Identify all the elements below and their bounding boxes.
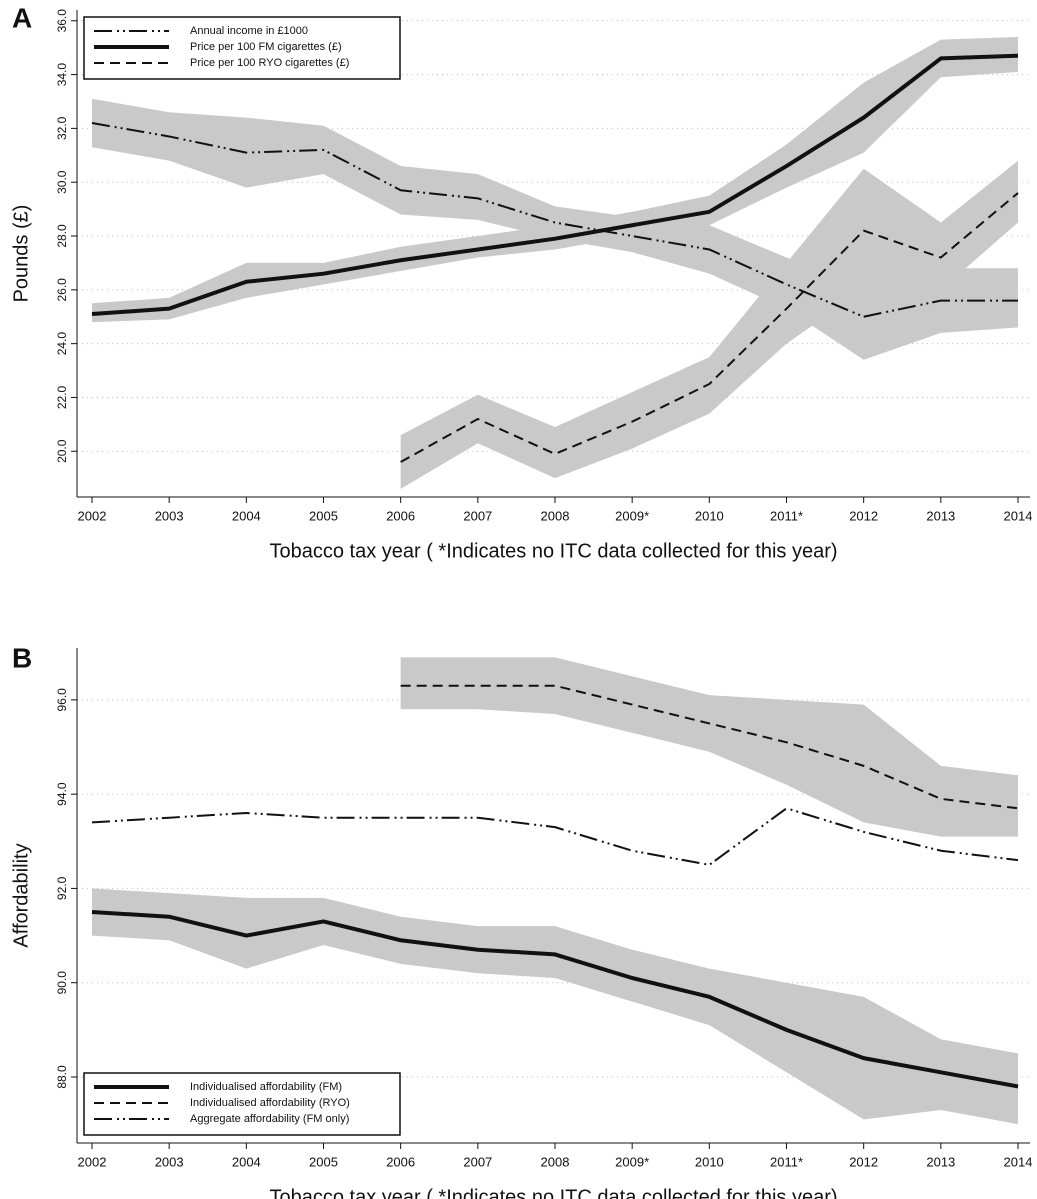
y-tick-label: 96.0 [55, 688, 69, 712]
x-tick-label: 2009* [615, 508, 649, 523]
x-tick-label: 2004 [232, 508, 261, 523]
x-tick-label: 2008 [541, 508, 570, 523]
x-tick-label: 2006 [386, 1154, 415, 1169]
x-tick-label: 2005 [309, 508, 338, 523]
x-tick-label: 2013 [926, 1154, 955, 1169]
series-line [91, 53, 1019, 317]
y-tick-label: 32.0 [55, 116, 69, 140]
x-tick-label: 2002 [78, 508, 107, 523]
y-tick-label: 28.0 [55, 224, 69, 248]
y-tick-label: 90.0 [55, 971, 69, 995]
legend-label: Individualised affordability (FM) [190, 1081, 342, 1093]
panel-label: A [12, 2, 32, 33]
x-tick-label: 2012 [849, 508, 878, 523]
legend-label: Price per 100 RYO cigarettes (£) [190, 57, 349, 69]
x-tick-label: 2007 [463, 508, 492, 523]
series-line [91, 807, 1019, 866]
y-tick-label: 26.0 [55, 278, 69, 302]
y-tick-label: 30.0 [55, 170, 69, 194]
x-tick-label: 2008 [541, 1154, 570, 1169]
x-tick-label: 2003 [155, 1154, 184, 1169]
y-tick-label: 88.0 [55, 1065, 69, 1089]
confidence-band [92, 36, 1018, 323]
y-tick-label: 22.0 [55, 385, 69, 409]
legend: Annual income in £1000 Price per 100 FM c… [83, 16, 401, 80]
x-tick-label: 2010 [695, 1154, 724, 1169]
x-tick-label: 2004 [232, 1154, 261, 1169]
legend-label: Annual income in £1000 [190, 25, 308, 37]
legend: Individualised affordability (FM) Individ… [83, 1072, 401, 1136]
legend-label: Aggregate affordability (FM only) [190, 1113, 349, 1125]
x-tick-label: 2014 [1004, 1154, 1033, 1169]
legend-box [83, 1072, 401, 1136]
y-axis-title: Pounds (£) [10, 205, 32, 303]
series-line [400, 684, 1019, 810]
x-tick-label: 2010 [695, 508, 724, 523]
x-tick-label: 2012 [849, 1154, 878, 1169]
x-tick-label: 2011* [770, 508, 803, 523]
x-tick-label: 2014 [1004, 508, 1033, 523]
y-axis-title: Affordability [10, 843, 32, 947]
y-tick-label: 20.0 [55, 439, 69, 463]
legend-label: Individualised affordability (RYO) [190, 1097, 350, 1109]
y-tick-label: 94.0 [55, 782, 69, 806]
y-tick-label: 92.0 [55, 876, 69, 900]
confidence-band [92, 888, 1018, 1125]
legend-label: Price per 100 FM cigarettes (£) [190, 41, 342, 53]
series-line [400, 192, 1019, 463]
panel-label: B [12, 642, 32, 673]
y-tick-label: 24.0 [55, 332, 69, 356]
x-tick-label: 2002 [78, 1154, 107, 1169]
x-axis-title: Tobacco tax year ( *Indicates no ITC dat… [269, 1186, 837, 1199]
confidence-band [400, 657, 1019, 837]
x-tick-label: 2013 [926, 508, 955, 523]
x-tick-label: 2009* [615, 1154, 649, 1169]
x-tick-label: 2011* [770, 1154, 803, 1169]
x-tick-label: 2003 [155, 508, 184, 523]
series-line [91, 910, 1019, 1089]
x-tick-label: 2007 [463, 1154, 492, 1169]
series-line [91, 122, 1018, 318]
y-tick-label: 34.0 [55, 63, 69, 87]
y-tick-label: 36.0 [55, 9, 69, 33]
confidence-band [400, 160, 1019, 489]
x-axis-title: Tobacco tax year ( *Indicates no ITC dat… [269, 540, 837, 562]
x-tick-label: 2005 [309, 1154, 338, 1169]
x-tick-label: 2006 [386, 508, 415, 523]
